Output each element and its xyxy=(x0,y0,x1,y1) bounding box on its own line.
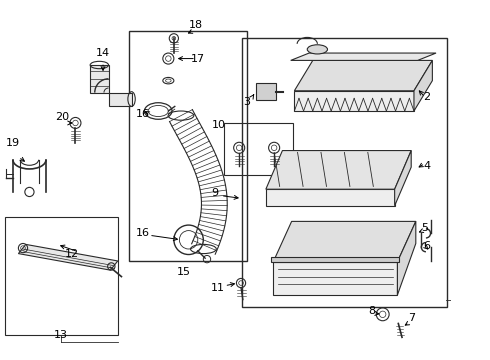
Text: 3: 3 xyxy=(243,97,250,107)
Text: 5: 5 xyxy=(421,223,429,233)
Text: 2: 2 xyxy=(423,92,430,102)
Polygon shape xyxy=(109,93,131,107)
Polygon shape xyxy=(271,257,399,262)
Text: 11: 11 xyxy=(211,283,225,293)
Ellipse shape xyxy=(307,45,327,54)
Polygon shape xyxy=(397,221,416,295)
Text: 14: 14 xyxy=(96,48,110,58)
Text: 9: 9 xyxy=(211,188,218,198)
Text: 13: 13 xyxy=(54,329,68,339)
Text: 4: 4 xyxy=(423,161,430,171)
Text: 12: 12 xyxy=(65,249,79,258)
Polygon shape xyxy=(294,91,414,111)
Polygon shape xyxy=(394,150,411,206)
Polygon shape xyxy=(273,221,416,262)
Bar xyxy=(129,31,246,261)
Text: 20: 20 xyxy=(55,112,70,122)
Text: 16: 16 xyxy=(136,228,149,238)
Bar xyxy=(242,38,447,307)
Polygon shape xyxy=(90,65,109,93)
Text: 8: 8 xyxy=(368,306,375,316)
Bar xyxy=(4,217,118,334)
Text: 18: 18 xyxy=(189,21,203,31)
Polygon shape xyxy=(414,60,432,111)
Text: 15: 15 xyxy=(177,267,191,277)
Polygon shape xyxy=(19,244,118,270)
Text: 16: 16 xyxy=(136,109,149,119)
Text: 10: 10 xyxy=(212,120,226,130)
Polygon shape xyxy=(273,262,397,295)
Text: 6: 6 xyxy=(423,241,430,251)
Text: 19: 19 xyxy=(6,138,20,148)
Polygon shape xyxy=(266,150,411,189)
Text: 7: 7 xyxy=(408,313,415,323)
Bar xyxy=(223,123,293,175)
Polygon shape xyxy=(266,189,394,206)
Polygon shape xyxy=(294,60,432,91)
Text: 17: 17 xyxy=(191,54,205,64)
Polygon shape xyxy=(291,53,436,60)
Bar xyxy=(256,84,276,100)
